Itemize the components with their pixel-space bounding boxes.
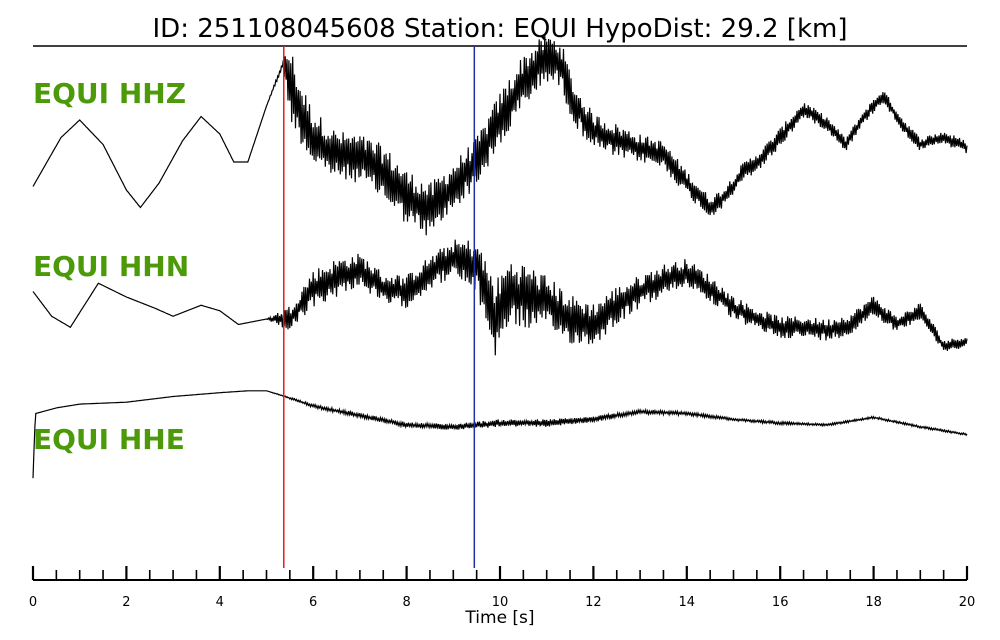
- trace-equi-hhz: [32, 35, 968, 236]
- x-tick-label: 18: [865, 595, 882, 610]
- x-tick-label: 16: [772, 595, 789, 610]
- x-tick-label: 0: [29, 595, 37, 610]
- x-tick-label: 6: [309, 595, 317, 610]
- channel-labels: EQUI HHZ EQUI HHN EQUI HHE: [33, 77, 189, 456]
- x-tick-label: 20: [959, 595, 976, 610]
- x-tick-label: 8: [402, 595, 410, 610]
- channel-label-hhz: EQUI HHZ: [33, 77, 186, 110]
- x-tick-label: 2: [122, 595, 130, 610]
- trace-equi-hhe: [32, 390, 968, 479]
- x-axis-label: Time [s]: [464, 608, 534, 628]
- x-tick-label: 14: [679, 595, 696, 610]
- channel-label-hhn: EQUI HHN: [33, 250, 189, 283]
- x-tick-label: 10: [492, 595, 509, 610]
- x-tick-label: 4: [216, 595, 224, 610]
- figure-title: ID: 251108045608 Station: EQUI HypoDist:…: [153, 14, 848, 44]
- x-tick-label: 12: [585, 595, 602, 610]
- trace-equi-hhn: [32, 239, 968, 356]
- channel-label-hhe: EQUI HHE: [33, 423, 185, 456]
- trace-panel: [32, 35, 968, 479]
- x-axis: 0 2 4 6 8 10 12 14 16 18 20: [29, 566, 975, 610]
- phase-picks: [283, 46, 476, 568]
